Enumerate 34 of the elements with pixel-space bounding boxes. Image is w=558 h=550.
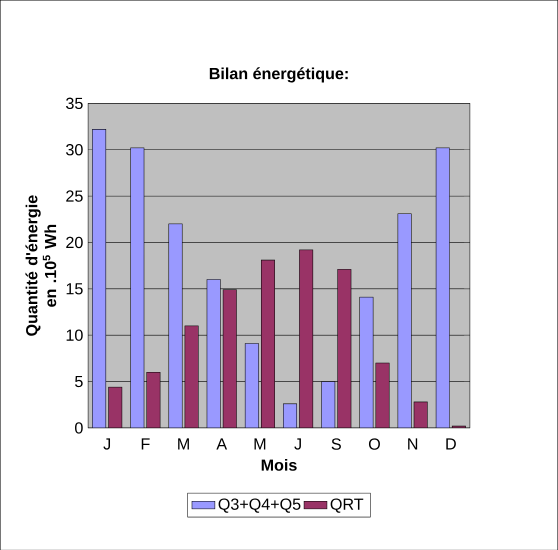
bar — [206, 279, 221, 428]
bar — [108, 386, 122, 428]
x-tick-label: N — [408, 438, 418, 450]
x-tick-label: M — [254, 438, 266, 450]
y-tick-label: 5 — [75, 376, 83, 387]
y-tick-label: 35 — [66, 97, 83, 109]
x-tick-label: O — [368, 438, 380, 450]
x-tick-label: A — [216, 438, 228, 450]
y-tick-label: 15 — [66, 283, 83, 294]
bar — [92, 128, 106, 428]
x-tick-label: J — [103, 438, 110, 450]
bar — [283, 403, 298, 428]
x-tick-label: M — [178, 438, 189, 450]
x-tick-label: D — [446, 438, 456, 450]
y-tick-label: 0 — [75, 422, 83, 434]
chart-title: Bilan énergétique: — [210, 67, 348, 82]
bar — [244, 343, 259, 428]
bar — [436, 147, 450, 428]
x-axis-title: Mois — [262, 458, 297, 471]
y-tick-label: 30 — [66, 144, 83, 156]
x-tick-label: J — [294, 438, 301, 450]
bar — [398, 213, 412, 428]
x-tick-label: S — [332, 438, 341, 450]
bar — [414, 402, 428, 428]
bar — [130, 147, 144, 428]
y-tick-label: 25 — [66, 190, 83, 202]
bar — [168, 223, 182, 428]
bar — [321, 381, 336, 428]
bar — [359, 296, 374, 428]
y-tick-label: 20 — [66, 236, 83, 248]
legend-label: Q3+Q4+Q5 — [218, 498, 300, 513]
legend-label: QRT — [330, 498, 364, 513]
y-tick-label: 10 — [66, 329, 83, 341]
x-tick-label: F — [142, 438, 150, 450]
